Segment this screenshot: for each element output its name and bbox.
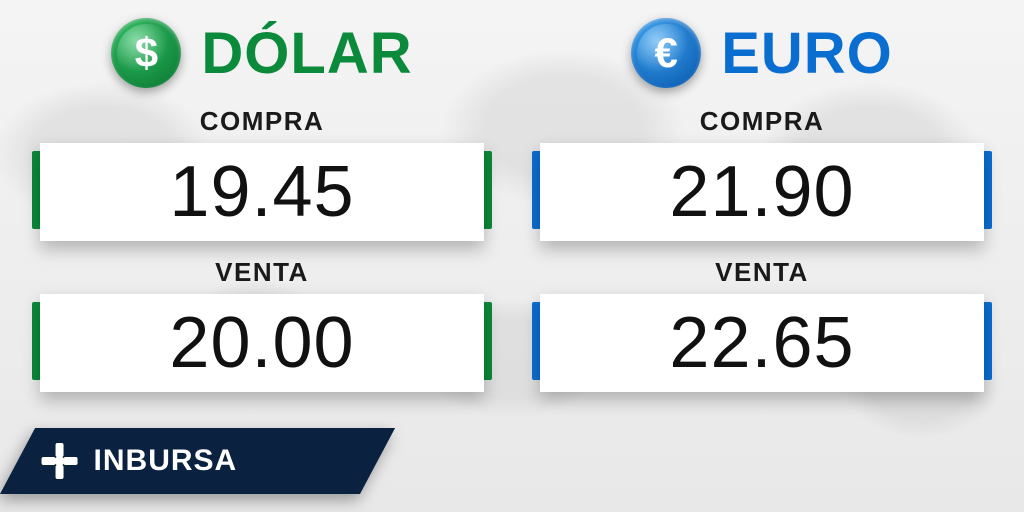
- brand-footer: INBURSA: [0, 428, 395, 494]
- header-euro: € EURO: [631, 18, 893, 88]
- exchange-rate-panels: $ DÓLAR COMPRA 19.45 VENTA 20.00 € EU: [0, 0, 1024, 420]
- rate-card: 19.45: [40, 143, 484, 241]
- rate-card: 22.65: [540, 294, 984, 392]
- rate-euro-buy: 21.90: [540, 143, 984, 241]
- title-dollar: DÓLAR: [201, 20, 412, 87]
- label-dollar-buy: COMPRA: [200, 106, 325, 137]
- rate-value-dollar-sell: 20.00: [169, 302, 354, 384]
- brand-name: INBURSA: [94, 444, 238, 478]
- rate-value-dollar-buy: 19.45: [169, 151, 354, 233]
- header-dollar: $ DÓLAR: [111, 18, 412, 88]
- euro-symbol: €: [655, 29, 678, 77]
- rate-value-euro-buy: 21.90: [669, 151, 854, 233]
- panel-dollar: $ DÓLAR COMPRA 19.45 VENTA 20.00: [40, 18, 484, 420]
- dollar-coin-icon: $: [111, 18, 181, 88]
- rate-dollar-sell: 20.00: [40, 294, 484, 392]
- inbursa-logo-icon: [40, 441, 80, 481]
- rate-card: 20.00: [40, 294, 484, 392]
- rate-card: 21.90: [540, 143, 984, 241]
- title-euro: EURO: [721, 20, 893, 87]
- rate-euro-sell: 22.65: [540, 294, 984, 392]
- panel-euro: € EURO COMPRA 21.90 VENTA 22.65: [540, 18, 984, 420]
- label-euro-buy: COMPRA: [700, 106, 825, 137]
- rate-dollar-buy: 19.45: [40, 143, 484, 241]
- label-euro-sell: VENTA: [715, 257, 809, 288]
- label-dollar-sell: VENTA: [215, 257, 309, 288]
- dollar-symbol: $: [135, 29, 158, 77]
- euro-coin-icon: €: [631, 18, 701, 88]
- rate-value-euro-sell: 22.65: [669, 302, 854, 384]
